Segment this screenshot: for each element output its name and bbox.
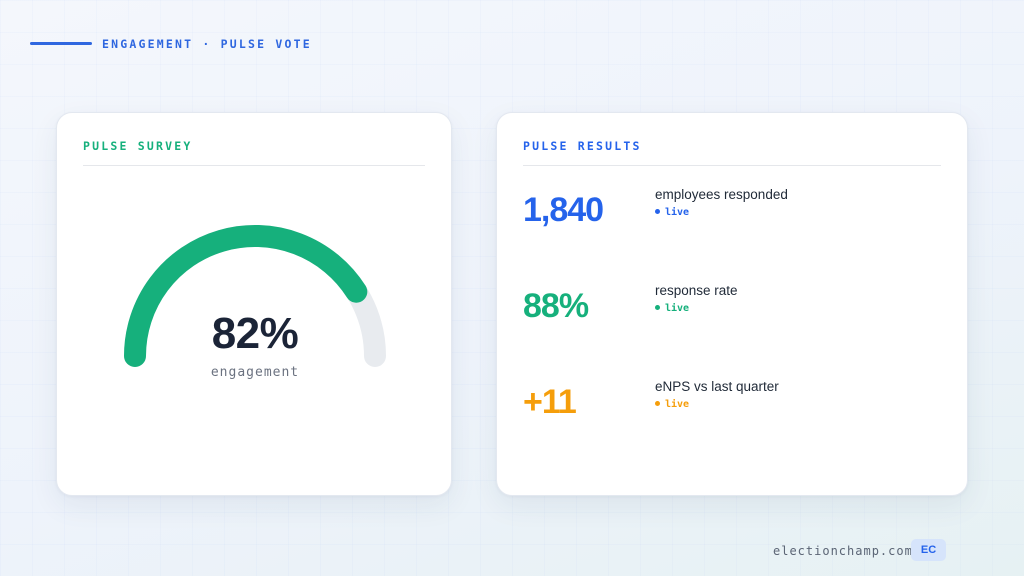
- pulse-results-card: PULSE RESULTS 1,840 employees responded …: [496, 112, 968, 496]
- brand-badge: EC: [911, 539, 946, 561]
- card-divider: [523, 165, 941, 166]
- stat-response-rate: 88% response rate live: [523, 283, 943, 349]
- stat-employees-responded: 1,840 employees responded live: [523, 187, 943, 253]
- live-dot-icon: [655, 304, 660, 310]
- engagement-gauge: [124, 225, 386, 367]
- header-eyebrow: ENGAGEMENT · PULSE VOTE: [102, 37, 312, 51]
- live-dot-icon: [655, 400, 660, 406]
- stat-enps: +11 eNPS vs last quarter live: [523, 379, 943, 445]
- gauge-fill: [124, 225, 368, 367]
- stat-value: 88%: [523, 287, 589, 325]
- live-label: live: [665, 207, 690, 218]
- live-indicator: live: [655, 207, 689, 218]
- stat-value: +11: [523, 383, 577, 421]
- stat-value: 1,840: [523, 191, 604, 229]
- live-label: live: [665, 399, 690, 410]
- gauge-caption: engagement: [210, 365, 300, 380]
- footer-url[interactable]: electionchamp.com: [773, 544, 913, 558]
- card-divider: [83, 165, 425, 166]
- live-dot-icon: [655, 208, 660, 214]
- pulse-survey-title: PULSE SURVEY: [83, 139, 193, 153]
- gauge-value: 82%: [211, 309, 299, 358]
- stat-label: response rate: [655, 283, 738, 298]
- live-indicator: live: [655, 303, 689, 314]
- header-accent-rule: [30, 42, 92, 45]
- pulse-results-title: PULSE RESULTS: [523, 139, 642, 153]
- live-indicator: live: [655, 399, 689, 410]
- stat-label: eNPS vs last quarter: [655, 379, 779, 394]
- pulse-survey-card: PULSE SURVEY 82% engagement: [56, 112, 452, 496]
- live-label: live: [665, 303, 690, 314]
- stat-label: employees responded: [655, 187, 788, 202]
